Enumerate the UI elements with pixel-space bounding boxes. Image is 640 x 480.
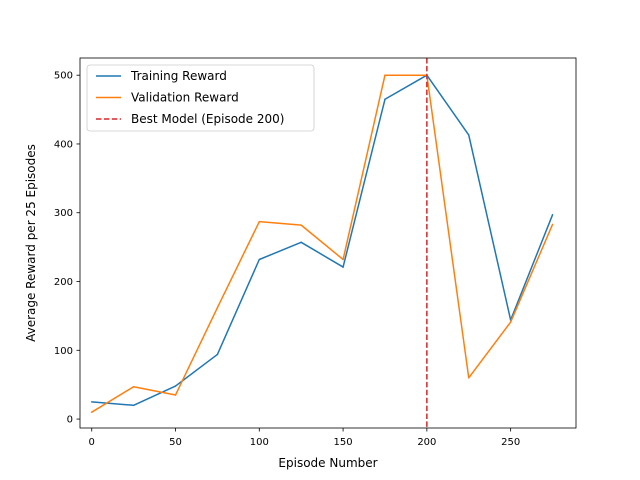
series-1 (90, 74, 554, 407)
x-tick-label: 250 (501, 437, 520, 448)
x-tick-label: 0 (89, 437, 95, 448)
series-1-segment (258, 241, 302, 261)
series-layer (90, 74, 554, 413)
legend-label-3: Best Model (Episode 200) (131, 112, 284, 126)
y-tick-label: 400 (54, 139, 73, 150)
series-2-segment (174, 306, 219, 396)
series-2-segment (509, 223, 554, 323)
axes-frame (79, 57, 577, 429)
series-1-segment (384, 74, 428, 101)
legend-box (86, 64, 315, 132)
series-1-segment (132, 385, 177, 407)
y-tick-label: 100 (54, 346, 73, 357)
x-tick-label: 200 (417, 437, 436, 448)
series-1-segment (342, 98, 386, 268)
series-2-segment (132, 385, 177, 396)
series-2-segment (468, 321, 512, 379)
y-tick-label: 0 (67, 415, 73, 426)
series-1-segment (300, 241, 344, 268)
series-1-segment (90, 401, 135, 407)
series-2-segment (90, 385, 135, 413)
y-axis-ticks: 0 100 200 300 400 500 (54, 71, 80, 426)
x-axis-ticks: 0 50 100 150 200 250 (89, 428, 520, 448)
series-2-segment (426, 74, 470, 379)
y-tick-label: 300 (54, 208, 73, 219)
series-1-segment (216, 258, 261, 356)
x-tick-label: 50 (169, 437, 182, 448)
legend: Training Reward Validation Reward Best Mod… (86, 64, 315, 132)
series-1-segment (426, 74, 470, 136)
y-axis-label: Average Reward per 25 Episodes (24, 144, 38, 342)
series-2 (90, 74, 554, 413)
x-tick-label: 150 (334, 437, 353, 448)
y-tick-label: 200 (54, 277, 73, 288)
series-2-segment (216, 220, 261, 309)
y-tick-label: 500 (54, 71, 73, 82)
legend-label-2: Validation Reward (131, 91, 239, 105)
legend-entries: Training Reward Validation Reward Best Mod… (96, 69, 284, 126)
series-2-segment (300, 224, 344, 261)
x-axis-label: Episode Number (278, 456, 377, 470)
series-2-segment (342, 74, 386, 261)
series-1-segment (509, 214, 554, 321)
x-tick-label: 100 (250, 437, 269, 448)
series-1-segment (468, 134, 512, 321)
legend-label-1: Training Reward (130, 69, 227, 83)
series-2-segment (258, 220, 302, 226)
